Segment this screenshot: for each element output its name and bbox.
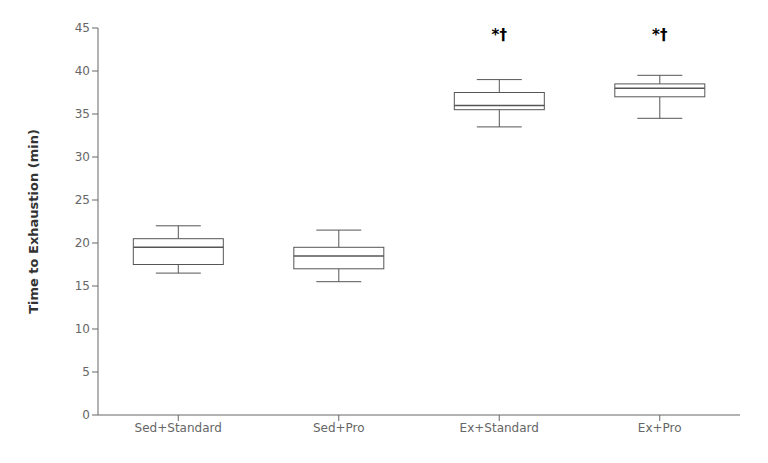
svg-text:Time to Exhaustion (min): Time to Exhaustion (min) bbox=[26, 129, 41, 314]
svg-text:35: 35 bbox=[75, 107, 90, 121]
svg-text:Sed+Pro: Sed+Pro bbox=[313, 421, 365, 435]
svg-text:45: 45 bbox=[75, 21, 90, 35]
svg-text:5: 5 bbox=[82, 365, 90, 379]
svg-text:10: 10 bbox=[75, 322, 90, 336]
svg-text:Sed+Standard: Sed+Standard bbox=[135, 421, 222, 435]
svg-text:30: 30 bbox=[75, 150, 90, 164]
svg-text:25: 25 bbox=[75, 193, 90, 207]
svg-text:40: 40 bbox=[75, 64, 90, 78]
svg-text:*†: *† bbox=[492, 26, 508, 44]
svg-text:20: 20 bbox=[75, 236, 90, 250]
svg-text:Ex+Standard: Ex+Standard bbox=[460, 421, 539, 435]
svg-text:0: 0 bbox=[82, 408, 90, 422]
svg-text:15: 15 bbox=[75, 279, 90, 293]
svg-text:Ex+Pro: Ex+Pro bbox=[638, 421, 682, 435]
svg-text:*†: *† bbox=[652, 26, 668, 44]
